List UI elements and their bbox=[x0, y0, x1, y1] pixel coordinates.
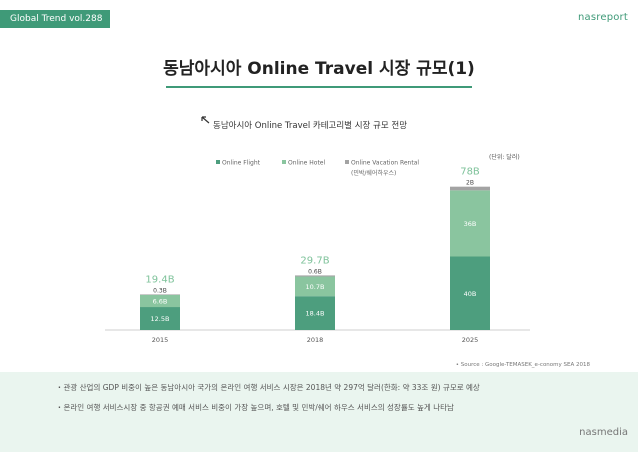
summary-item: 관광 산업의 GDP 비중이 높은 동남아시아 국가의 온라인 여행 서비스 시… bbox=[58, 382, 479, 393]
legend-swatch bbox=[345, 160, 349, 164]
x-tick-label: 2015 bbox=[152, 336, 169, 344]
bar-value-label: 40B bbox=[464, 290, 477, 298]
bar-total-label: 19.4B bbox=[145, 274, 174, 285]
x-tick-label: 2018 bbox=[307, 336, 324, 344]
brand-logo-top: nasreport bbox=[577, 12, 628, 23]
page-title-text: 동남아시아 Online Travel 시장 규모(1) bbox=[163, 59, 475, 79]
legend-sublabel: (민박/쉐어하우스) bbox=[351, 169, 396, 177]
bar-segment bbox=[295, 276, 335, 297]
source-note: • Source : Google-TEMASEK_e-conomy SEA 2… bbox=[456, 362, 591, 368]
bar-value-label: 36B bbox=[464, 220, 477, 228]
legend-swatch bbox=[282, 160, 286, 164]
legend-label: Online Flight bbox=[222, 160, 261, 167]
unit-label: (단위: 달러) bbox=[489, 153, 520, 161]
bar-segment bbox=[450, 256, 490, 330]
bar-segment bbox=[450, 186, 490, 191]
legend-swatch bbox=[216, 160, 220, 164]
summary-list: 관광 산업의 GDP 비중이 높은 동남아시아 국가의 온라인 여행 서비스 시… bbox=[58, 382, 480, 422]
bar-value-label: 6.6B bbox=[153, 297, 168, 305]
bar-value-label: 0.6B bbox=[308, 268, 322, 275]
page-title: 동남아시아 Online Travel 시장 규모(1) bbox=[0, 54, 638, 88]
summary-item: 온라인 여행 서비스시장 중 항공권 예매 서비스 비중이 가장 높으며, 호텔… bbox=[58, 402, 480, 413]
x-tick-label: 2025 bbox=[462, 336, 479, 344]
bar-value-label: 2B bbox=[466, 180, 474, 187]
bar-segment bbox=[295, 275, 335, 277]
issue-tag: Global Trend vol.288 bbox=[0, 10, 110, 28]
bar-total-label: 29.7B bbox=[300, 255, 329, 266]
legend-label: Online Vacation Rental bbox=[351, 160, 419, 167]
bar-total-label: 78B bbox=[460, 167, 480, 178]
title-underline bbox=[166, 86, 472, 88]
bar-value-label: 10.7B bbox=[306, 283, 325, 291]
title-arrow-icon bbox=[201, 116, 210, 124]
bar-segment bbox=[140, 294, 180, 295]
brand-logo-bottom: nasmedia bbox=[579, 427, 628, 438]
summary-footer: 관광 산업의 GDP 비중이 높은 동남아시아 국가의 온라인 여행 서비스 시… bbox=[0, 372, 638, 452]
bar-value-label: 0.3B bbox=[153, 287, 167, 294]
bar-value-label: 18.4B bbox=[306, 310, 325, 318]
legend-label: Online Hotel bbox=[288, 160, 325, 167]
bar-segment bbox=[140, 294, 180, 308]
chart-title: 동남아시아 Online Travel 카테고리별 시장 규모 전망 bbox=[213, 120, 407, 131]
bar-value-label: 12.5B bbox=[151, 315, 170, 323]
bar-segment bbox=[295, 296, 335, 330]
chart-svg: 동남아시아 Online Travel 카테고리별 시장 규모 전망 (단위: 달… bbox=[105, 116, 591, 368]
bar-segment bbox=[140, 307, 180, 330]
chart-area: 동남아시아 Online Travel 카테고리별 시장 규모 전망 (단위: 달… bbox=[0, 108, 638, 370]
bar-segment bbox=[450, 190, 490, 257]
